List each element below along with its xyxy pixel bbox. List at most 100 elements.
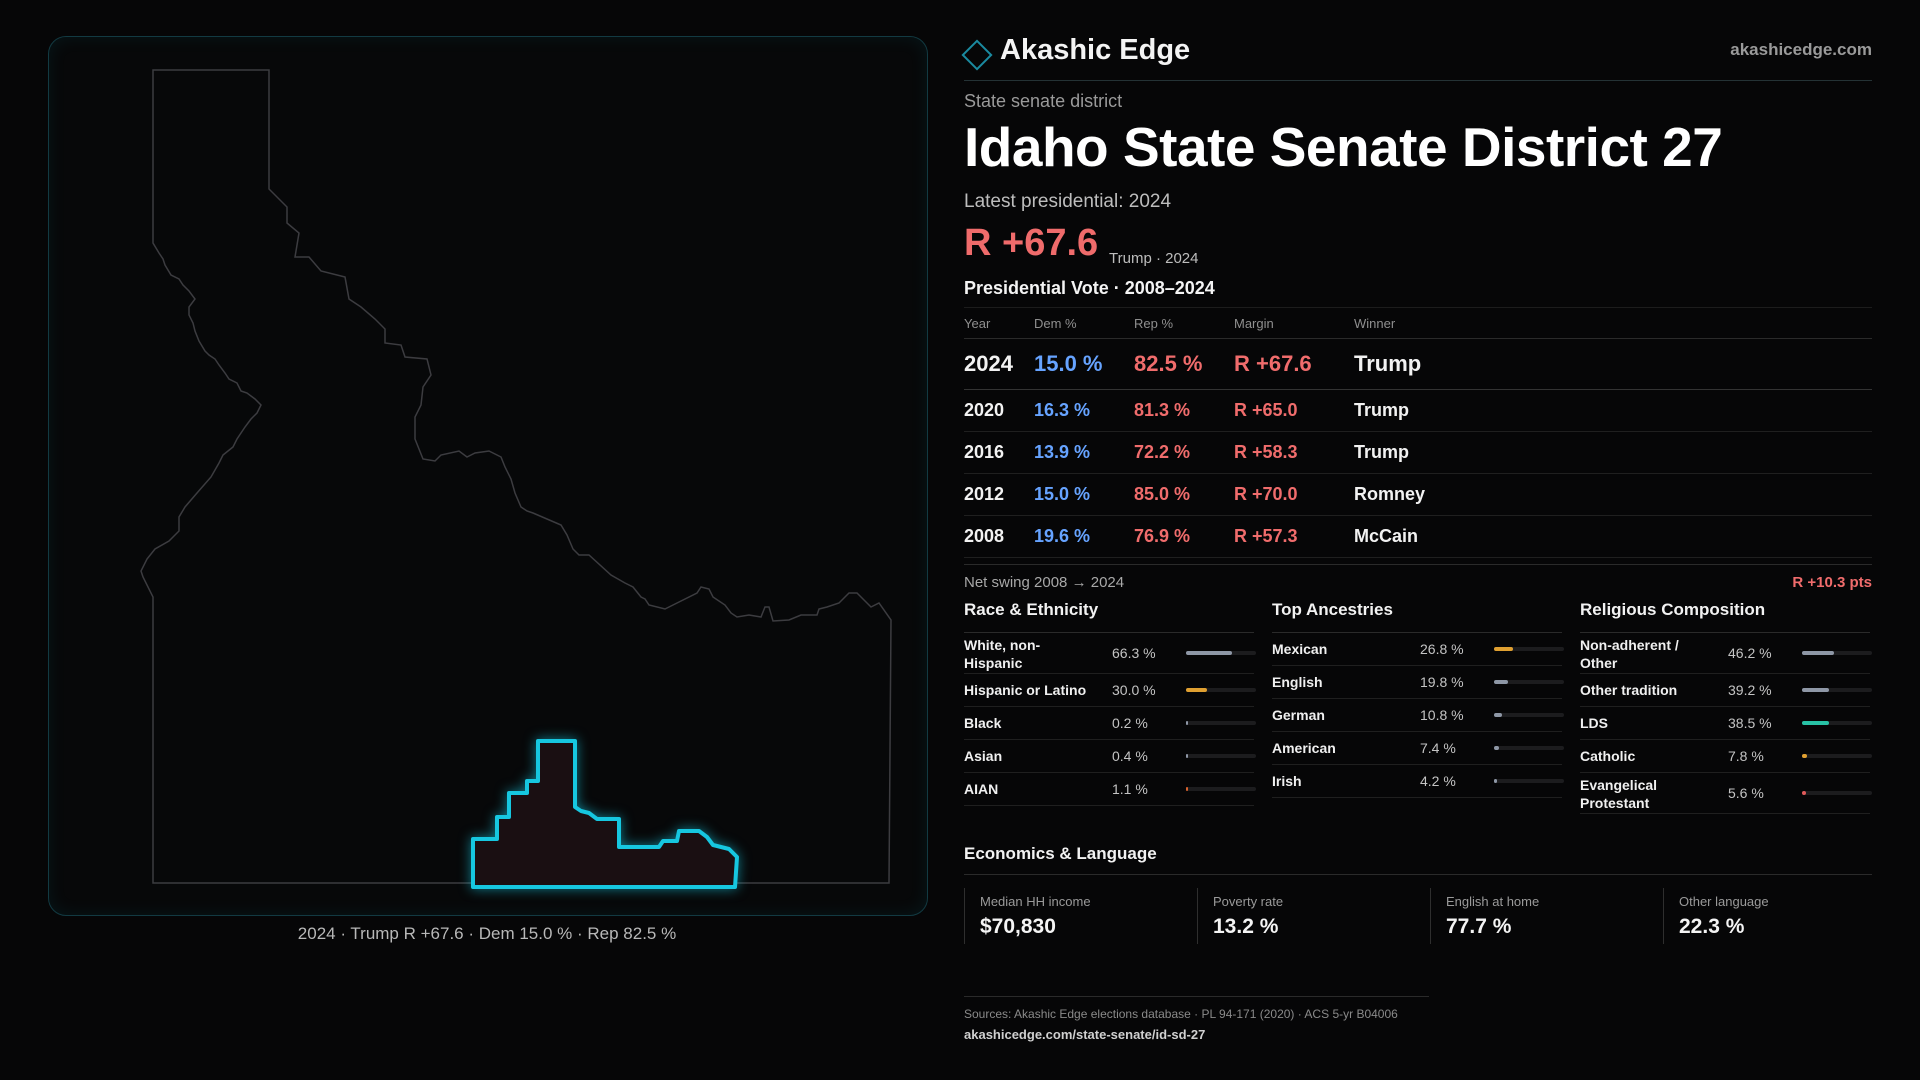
- econ-poverty-rate: Poverty rate 13.2 %: [1197, 888, 1413, 944]
- item-label: Catholic: [1580, 748, 1636, 764]
- race-ethnicity-section: Race & Ethnicity White, non-Hispanic 66.…: [964, 600, 1256, 806]
- list-item: Mexican 26.8 %: [1272, 633, 1564, 666]
- share-bar-fill: [1802, 754, 1807, 758]
- share-bar: [1802, 688, 1872, 692]
- list-item: White, non-Hispanic 66.3 %: [964, 633, 1256, 674]
- share-bar-fill: [1494, 779, 1497, 783]
- row-year: 2020: [964, 389, 1034, 432]
- item-label: Non-adherent / Other: [1580, 637, 1679, 671]
- item-label: LDS: [1580, 715, 1608, 731]
- share-bar: [1802, 651, 1872, 655]
- col-margin: Margin: [1234, 307, 1354, 339]
- list-item: Catholic 7.8 %: [1580, 740, 1872, 773]
- list-item: AIAN 1.1 %: [964, 773, 1256, 806]
- item-value: 0.2 %: [1112, 715, 1148, 731]
- list-item: Irish 4.2 %: [1272, 765, 1564, 798]
- share-bar-fill: [1802, 651, 1834, 655]
- share-bar: [1802, 754, 1872, 758]
- item-value: 46.2 %: [1728, 645, 1772, 661]
- share-bar: [1494, 713, 1564, 717]
- page-title: Idaho State Senate District 27: [964, 116, 1723, 178]
- net-swing-value: R +10.3 pts: [1792, 574, 1872, 591]
- share-bar-fill: [1186, 721, 1188, 725]
- econ-value: 22.3 %: [1679, 915, 1745, 938]
- share-bar-fill: [1802, 721, 1829, 725]
- item-value: 19.8 %: [1420, 674, 1464, 690]
- item-label: AIAN: [964, 781, 999, 797]
- item-label: American: [1272, 740, 1336, 756]
- row-margin: R +58.3: [1234, 431, 1354, 474]
- col-winner: Winner: [1354, 307, 1872, 339]
- share-bar-fill: [1494, 746, 1499, 750]
- col-dem: Dem %: [1034, 307, 1134, 339]
- share-bar-fill: [1186, 787, 1188, 791]
- economics-language-title: Economics & Language: [964, 844, 1872, 875]
- row-rep: 81.3 %: [1134, 389, 1234, 432]
- row-winner: Romney: [1354, 473, 1872, 516]
- sources-url-link[interactable]: akashicedge.com/state-senate/id-sd-27: [964, 1027, 1206, 1042]
- item-value: 7.8 %: [1728, 748, 1764, 764]
- share-bar-fill: [1494, 713, 1502, 717]
- row-rep: 82.5 %: [1134, 338, 1234, 390]
- row-dem: 16.3 %: [1034, 389, 1134, 432]
- share-bar: [1186, 787, 1256, 791]
- share-bar-fill: [1494, 647, 1513, 651]
- share-bar: [1802, 791, 1872, 795]
- presidential-vote-table: Year Dem % Rep % Margin Winner 2024 15.0…: [964, 307, 1872, 558]
- district-27-highlight: [471, 739, 739, 889]
- share-bar: [1186, 721, 1256, 725]
- col-rep: Rep %: [1134, 307, 1234, 339]
- headline-winner-year: Trump · 2024: [1109, 250, 1199, 267]
- list-item: American 7.4 %: [1272, 732, 1564, 765]
- diamond-logo-icon: [961, 39, 993, 71]
- row-winner: Trump: [1354, 389, 1872, 432]
- item-value: 66.3 %: [1112, 645, 1156, 661]
- row-margin: R +67.6: [1234, 338, 1354, 390]
- table-row: 2020 16.3 % 81.3 % R +65.0 Trump: [964, 389, 1872, 432]
- top-ancestries-section: Top Ancestries Mexican 26.8 % English 19…: [1272, 600, 1564, 798]
- brand-url-link[interactable]: akashicedge.com: [1730, 40, 1872, 59]
- econ-other-language: Other language 22.3 %: [1663, 888, 1879, 944]
- item-value: 10.8 %: [1420, 707, 1464, 723]
- item-value: 4.2 %: [1420, 773, 1456, 789]
- map-caption: 2024 · Trump R +67.6 · Dem 15.0 % · Rep …: [297, 924, 677, 943]
- list-item: Evangelical Protestant 5.6 %: [1580, 773, 1872, 814]
- list-item: Black 0.2 %: [964, 707, 1256, 740]
- econ-label: Median HH income: [980, 894, 1091, 909]
- district-kind: State senate district: [964, 91, 1123, 111]
- row-year: 2012: [964, 473, 1034, 516]
- item-value: 38.5 %: [1728, 715, 1772, 731]
- idaho-map: [140, 69, 892, 889]
- econ-label: English at home: [1446, 894, 1540, 909]
- row-winner: Trump: [1354, 431, 1872, 474]
- row-dem: 15.0 %: [1034, 473, 1134, 516]
- item-label: Asian: [964, 748, 1003, 764]
- col-year: Year: [964, 307, 1034, 339]
- presidential-vote-title: Presidential Vote · 2008–2024: [964, 278, 1215, 298]
- item-value: 0.4 %: [1112, 748, 1148, 764]
- item-label: Hispanic or Latino: [964, 682, 1087, 698]
- row-margin: R +70.0: [1234, 473, 1354, 516]
- row-year: 2016: [964, 431, 1034, 474]
- econ-value: $70,830: [980, 915, 1056, 938]
- item-label: Evangelical Protestant: [1580, 777, 1658, 811]
- item-label: Irish: [1272, 773, 1302, 789]
- list-item: German 10.8 %: [1272, 699, 1564, 732]
- table-row: 2024 15.0 % 82.5 % R +67.6 Trump: [964, 338, 1872, 390]
- share-bar-fill: [1186, 688, 1207, 692]
- item-value: 39.2 %: [1728, 682, 1772, 698]
- row-winner: McCain: [1354, 515, 1872, 558]
- item-label: Black: [964, 715, 1002, 731]
- row-margin: R +65.0: [1234, 389, 1354, 432]
- econ-value: 13.2 %: [1213, 915, 1279, 938]
- religious-composition-title: Religious Composition: [1580, 600, 1870, 633]
- share-bar: [1494, 779, 1564, 783]
- share-bar-fill: [1802, 791, 1806, 795]
- list-item: Hispanic or Latino 30.0 %: [964, 674, 1256, 707]
- row-rep: 76.9 %: [1134, 515, 1234, 558]
- net-swing-row: Net swing 2008 → 2024 R +10.3 pts: [964, 564, 1872, 595]
- item-value: 7.4 %: [1420, 740, 1456, 756]
- share-bar: [1186, 754, 1256, 758]
- econ-label: Other language: [1679, 894, 1769, 909]
- share-bar: [1802, 721, 1872, 725]
